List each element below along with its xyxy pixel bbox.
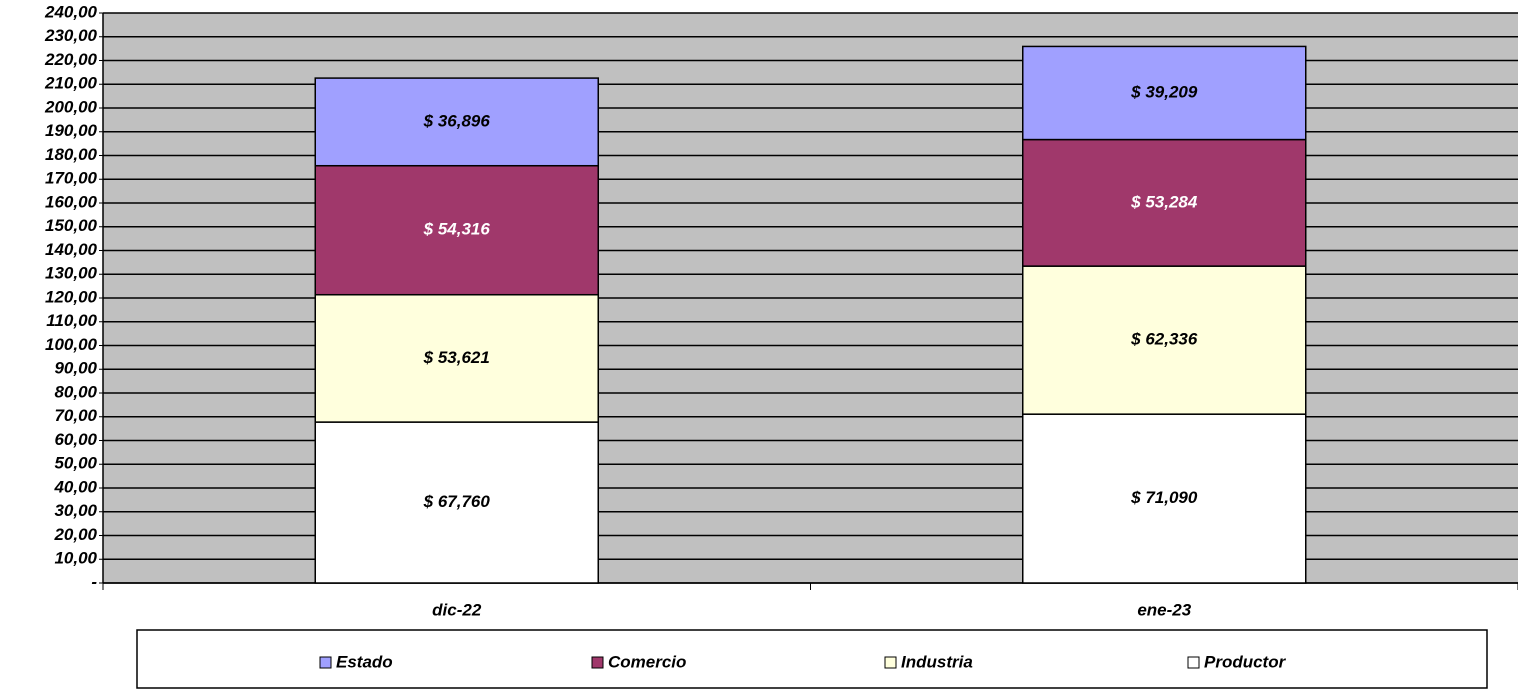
y-tick-label: 80,00	[54, 382, 97, 401]
y-tick-label: 130,00	[45, 264, 98, 283]
bar-segment	[1022, 45, 1307, 141]
bar-segment	[314, 421, 599, 584]
y-tick-label: 70,00	[54, 406, 97, 425]
y-tick-label: 220,00	[44, 50, 98, 69]
data-label: $ 62,336	[1130, 330, 1198, 349]
bar-segment	[1022, 138, 1307, 267]
y-tick-label: 30,00	[54, 501, 97, 520]
y-tick-label: 50,00	[54, 454, 97, 473]
legend-label: Industria	[901, 652, 973, 671]
y-tick-label: 10,00	[54, 549, 97, 568]
legend-swatch	[591, 656, 604, 669]
y-tick-label: 140,00	[45, 240, 98, 259]
bar-segment	[314, 164, 599, 296]
legend-label: Productor	[1204, 652, 1287, 671]
bar-segment	[314, 77, 599, 167]
y-tick-label: 60,00	[54, 430, 97, 449]
y-tick-label: 40,00	[53, 477, 97, 496]
bar-segment	[1022, 413, 1307, 584]
y-tick-label: 110,00	[46, 311, 97, 330]
legend-swatch	[884, 656, 897, 669]
y-tick-label: 160,00	[45, 192, 98, 211]
y-tick-label: 120,00	[45, 287, 98, 306]
bar-segment	[1022, 265, 1307, 415]
y-tick-label: 240,00	[44, 2, 98, 21]
data-label: $ 53,621	[423, 348, 490, 367]
y-tick-label: 90,00	[54, 359, 97, 378]
y-tick-label: 180,00	[45, 145, 98, 164]
data-label: $ 67,760	[423, 492, 491, 511]
data-label: $ 54,316	[423, 220, 491, 239]
legend-label: Estado	[336, 652, 393, 671]
data-label: $ 53,284	[1130, 192, 1198, 211]
legend-swatch	[319, 656, 332, 669]
data-label: $ 71,090	[1130, 488, 1198, 507]
y-tick-label: -	[91, 572, 97, 591]
y-tick-label: 200,00	[44, 97, 98, 116]
y-tick-label: 230,00	[44, 26, 98, 45]
legend-swatch	[1187, 656, 1200, 669]
x-tick-label: ene-23	[1137, 600, 1191, 619]
y-tick-label: 210,00	[44, 74, 98, 93]
legend-label: Comercio	[608, 652, 686, 671]
y-tick-label: 170,00	[45, 169, 98, 188]
y-tick-label: 100,00	[45, 335, 98, 354]
x-tick-label: dic-22	[432, 600, 482, 619]
legend-box	[136, 629, 1488, 689]
y-tick-label: 20,00	[53, 525, 97, 544]
y-tick-label: 190,00	[45, 121, 98, 140]
data-label: $ 39,209	[1130, 82, 1198, 101]
data-label: $ 36,896	[423, 111, 491, 130]
y-tick-label: 150,00	[45, 216, 98, 235]
bar-segment	[314, 293, 599, 423]
